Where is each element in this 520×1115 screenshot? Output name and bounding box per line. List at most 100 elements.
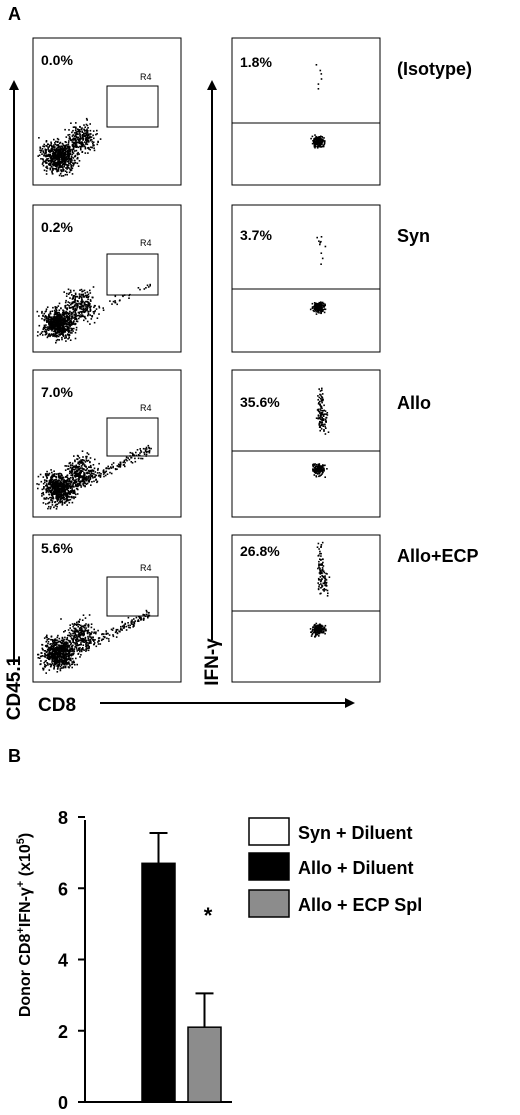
- flow-event-dot: [48, 480, 51, 482]
- flow-event-dot: [73, 468, 75, 471]
- flow-event-dot: [70, 482, 73, 484]
- flow-event-dot: [41, 330, 44, 333]
- flow-event-dot: [42, 667, 45, 670]
- flow-event-dot: [58, 174, 61, 177]
- flow-event-dot: [83, 627, 86, 629]
- cd45-cd8-plot-syn: [32, 204, 182, 353]
- flow-event-dot: [45, 324, 47, 326]
- flow-event-dot: [69, 310, 71, 313]
- flow-event-dot: [321, 401, 323, 404]
- flow-event-dot: [91, 475, 94, 478]
- flow-event-dot: [56, 147, 59, 149]
- flow-event-dot: [86, 460, 88, 462]
- flow-event-dot: [95, 632, 97, 635]
- flow-event-dot: [52, 150, 54, 153]
- flow-event-dot: [61, 501, 64, 504]
- flow-event-dot: [42, 328, 44, 330]
- flow-event-dot: [56, 641, 58, 644]
- flow-event-dot: [325, 588, 327, 591]
- flow-event-dot: [83, 309, 86, 311]
- flow-event-dot: [89, 129, 92, 132]
- flow-event-dot: [79, 316, 81, 318]
- flow-event-dot: [63, 496, 65, 499]
- flow-event-dot: [77, 623, 79, 626]
- flow-event-dot: [49, 318, 51, 321]
- flow-event-dot: [49, 663, 51, 665]
- flow-event-dot: [39, 151, 42, 154]
- flow-event-dot: [67, 629, 70, 631]
- flow-event-dot: [74, 471, 76, 474]
- flow-event-dot: [324, 308, 327, 311]
- flow-event-dot: [66, 480, 69, 482]
- flow-event-dot: [56, 668, 59, 670]
- flow-event-dot: [108, 640, 110, 642]
- flow-event-dot: [62, 170, 65, 172]
- flow-event-dot: [46, 644, 49, 647]
- flow-event-dot: [67, 496, 70, 498]
- flow-event-dot: [59, 334, 61, 336]
- flow-event-dot: [90, 470, 93, 473]
- flow-event-dot: [89, 461, 91, 463]
- flow-event-dot: [322, 589, 324, 591]
- flow-event-dot: [322, 398, 324, 401]
- flow-event-dot: [70, 163, 72, 166]
- flow-event-dot: [84, 152, 87, 154]
- flow-event-dot: [45, 640, 48, 643]
- flow-event-dot: [55, 473, 58, 475]
- flow-event-dot: [67, 482, 70, 484]
- flow-event-dot: [318, 396, 321, 399]
- flow-event-dot: [80, 642, 82, 644]
- flow-event-dot: [94, 471, 97, 473]
- flow-event-dot: [69, 650, 72, 652]
- flow-event-dot: [40, 660, 42, 662]
- bar-allo-ecp-spl: [187, 1026, 222, 1103]
- flow-event-dot: [70, 464, 72, 466]
- flow-event-dot: [74, 292, 77, 295]
- flow-event-dot: [79, 467, 82, 469]
- flow-event-dot: [121, 621, 123, 624]
- flow-event-dot: [61, 489, 64, 492]
- flow-event-dot: [326, 573, 328, 575]
- flow-event-dot: [63, 650, 65, 652]
- flow-event-dot: [315, 463, 318, 466]
- flow-event-dot: [73, 630, 75, 633]
- flow-event-dot: [86, 131, 89, 133]
- flow-event-dot: [63, 643, 65, 645]
- flow-event-dot: [89, 123, 91, 125]
- flow-event-dot: [48, 149, 50, 151]
- flow-event-dot: [324, 423, 326, 426]
- flow-event-dot: [89, 636, 91, 638]
- flow-event-dot: [47, 153, 50, 156]
- flow-event-dot: [77, 151, 79, 154]
- flow-event-dot: [82, 470, 84, 472]
- flow-event-dot: [48, 150, 50, 152]
- flow-event-dot: [92, 130, 95, 132]
- flow-event-dot: [69, 665, 71, 667]
- flow-event-dot: [78, 476, 81, 478]
- flow-event-dot: [66, 144, 68, 146]
- flow-event-dot: [45, 503, 47, 505]
- flow-event-dot: [129, 451, 132, 454]
- flow-event-dot: [75, 640, 77, 642]
- flow-event-dot: [47, 648, 50, 651]
- flow-event-dot: [68, 148, 70, 151]
- flow-event-dot: [74, 150, 76, 152]
- flow-event-dot: [73, 289, 75, 292]
- flow-event-dot: [86, 294, 88, 297]
- flow-event-dot: [93, 642, 96, 644]
- flow-event-dot: [47, 653, 49, 655]
- flow-event-dot: [53, 313, 56, 316]
- flow-event-dot: [316, 236, 318, 239]
- flow-event-dot: [71, 313, 73, 315]
- flow-event-dot: [51, 161, 53, 163]
- flow-event-dot: [90, 305, 92, 308]
- flow-event-dot: [321, 257, 324, 260]
- flow-event-dot: [75, 481, 78, 484]
- flow-event-dot: [52, 335, 54, 337]
- flow-event-dot: [73, 309, 76, 312]
- flow-event-dot: [70, 324, 72, 326]
- flow-event-dot: [60, 661, 62, 663]
- flow-event-dot: [110, 466, 112, 468]
- flow-event-dot: [48, 146, 50, 148]
- flow-event-dot: [80, 462, 82, 464]
